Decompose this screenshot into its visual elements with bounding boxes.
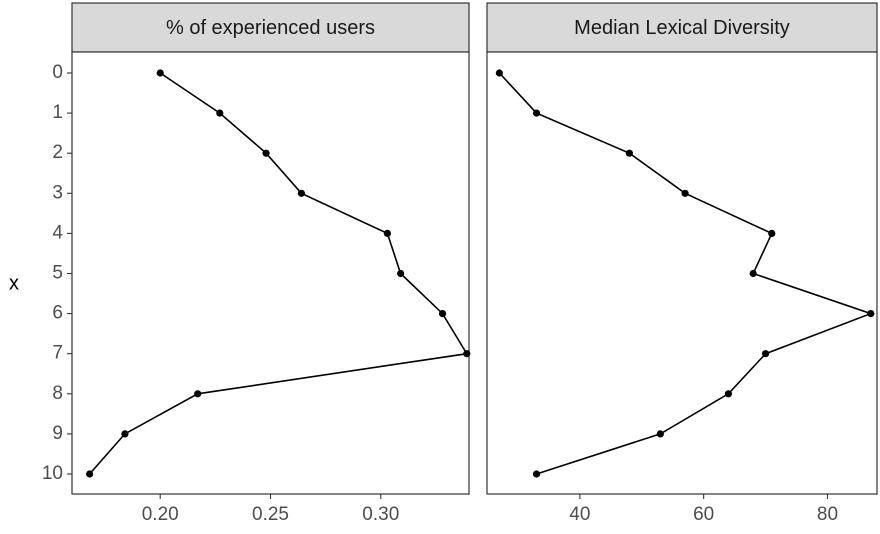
y-tick-label: 1 [52, 102, 63, 123]
data-point [156, 69, 164, 77]
panel-title: % of experienced users [166, 17, 375, 39]
chart-panel: Median Lexical Diversity 40 60 80 [486, 2, 878, 525]
x-tick-label: 0.20 [142, 504, 179, 525]
y-tick-label: 10 [42, 463, 63, 484]
x-tick-label: 0.30 [362, 504, 399, 525]
data-point [867, 310, 875, 318]
y-tick-label: 3 [52, 182, 63, 203]
y-tick-label: 8 [52, 383, 63, 404]
x-tick-label: 0.25 [252, 504, 289, 525]
data-point [397, 269, 405, 278]
y-tick-label: 0 [52, 62, 63, 83]
data-point [532, 109, 541, 117]
data-point [463, 350, 471, 358]
panel-title: Median Lexical Diversity [574, 17, 790, 39]
panel-area [486, 51, 878, 495]
data-point [681, 189, 689, 197]
data-point [495, 69, 503, 77]
y-tick-label: 2 [52, 142, 63, 163]
data-point [761, 350, 770, 358]
x-tick-label: 80 [817, 504, 838, 525]
data-point [86, 470, 94, 478]
data-point [438, 310, 447, 318]
data-point [532, 470, 541, 478]
x-tick-label: 60 [693, 504, 714, 525]
x-tick-label: 40 [569, 504, 590, 525]
data-point [625, 149, 633, 157]
panel-area [71, 51, 470, 495]
y-tick-label: 6 [52, 303, 63, 324]
y-axis-ticks: 0 1 2 3 4 5 6 7 8 9 10 [42, 62, 72, 484]
data-point [262, 149, 270, 157]
y-tick-label: 4 [52, 222, 63, 243]
data-point [121, 430, 129, 438]
data-point [656, 430, 664, 438]
data-point [768, 229, 776, 237]
data-point [724, 390, 733, 398]
data-point [216, 109, 224, 117]
chart-panel: % of experienced users 0.20 0.25 0.30 [71, 2, 471, 525]
panel-strip [486, 2, 878, 53]
y-tick-label: 5 [52, 263, 63, 284]
chart-panels: % of experienced users 0.20 0.25 0.30 Median… [71, 2, 878, 525]
data-point [383, 229, 391, 237]
panel-strip [71, 2, 470, 53]
data-point [194, 390, 202, 398]
data-point [749, 269, 757, 278]
data-point [297, 189, 305, 197]
y-axis-title: x [9, 272, 19, 294]
y-tick-label: 9 [52, 423, 63, 444]
y-tick-label: 7 [52, 343, 63, 364]
